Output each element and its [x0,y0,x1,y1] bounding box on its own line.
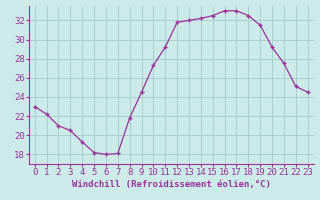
X-axis label: Windchill (Refroidissement éolien,°C): Windchill (Refroidissement éolien,°C) [72,180,271,189]
